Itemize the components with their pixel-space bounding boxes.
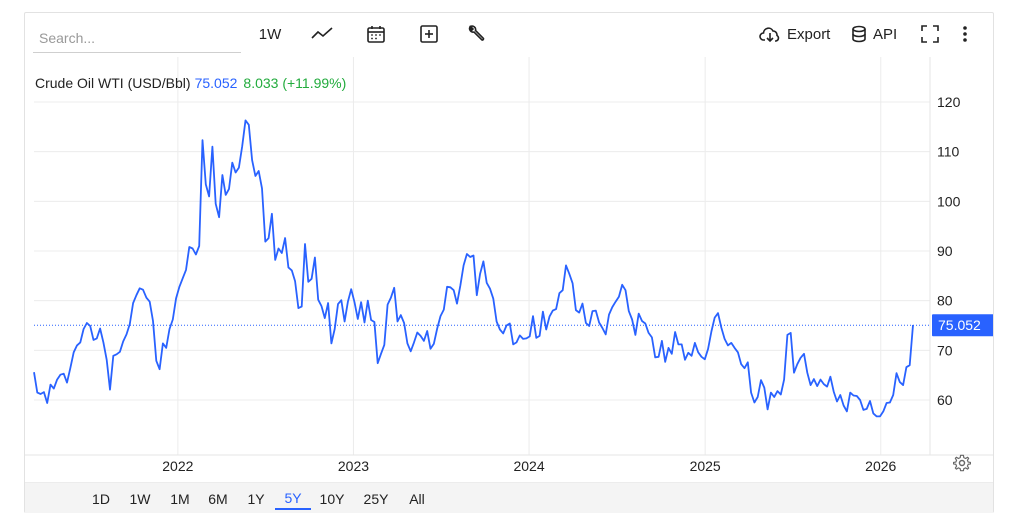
range-button-25y[interactable]: 25Y <box>363 491 389 507</box>
x-tick-label: 2023 <box>338 458 369 474</box>
range-button-1y[interactable]: 1Y <box>247 491 265 507</box>
chart-widget: 1W <box>24 12 994 513</box>
api-label: API <box>873 25 898 43</box>
add-box-icon <box>420 25 438 43</box>
x-axis: 2022 2023 2024 2025 2026 <box>162 458 896 474</box>
line-chart-icon <box>311 27 333 39</box>
chart-type-button[interactable] <box>307 21 337 47</box>
chart-grid <box>25 57 993 456</box>
series-line <box>33 119 914 418</box>
export-button[interactable]: Export <box>759 21 830 47</box>
range-button-all[interactable]: All <box>409 491 425 507</box>
compare-button[interactable] <box>414 21 444 47</box>
y-tick-label: 70 <box>937 342 953 358</box>
last-value-label: 75.052 <box>938 317 981 333</box>
export-label: Export <box>787 25 831 43</box>
range-button-1d[interactable]: 1D <box>92 491 110 507</box>
range-button-6m[interactable]: 6M <box>208 491 228 507</box>
fullscreen-button[interactable] <box>917 21 943 47</box>
chart-legend: Crude Oil WTI (USD/Bbl) 75.052 8.033 (+11.… <box>35 75 346 91</box>
x-tick-label: 2026 <box>865 458 896 474</box>
more-vertical-icon <box>963 26 967 42</box>
settings-tools-button[interactable] <box>461 21 491 47</box>
date-range-button[interactable] <box>361 21 391 47</box>
range-selector: 1D 1W 1M 6M 1Y 5Y 10Y 25Y All <box>25 482 993 513</box>
y-tick-label: 80 <box>937 293 953 309</box>
x-tick-label: 2025 <box>690 458 721 474</box>
wrench-icon <box>468 25 485 41</box>
gear-icon[interactable] <box>953 454 971 472</box>
y-tick-label: 60 <box>937 392 953 408</box>
interval-selector-button[interactable]: 1W <box>258 25 282 43</box>
api-button[interactable]: API <box>851 21 897 47</box>
y-tick-label: 120 <box>937 94 961 110</box>
range-button-10y[interactable]: 10Y <box>319 491 345 507</box>
y-tick-label: 100 <box>937 193 961 209</box>
range-button-1w[interactable]: 1W <box>129 491 151 507</box>
cloud-download-icon <box>759 27 780 43</box>
last-value-tag <box>932 314 993 337</box>
toolbar: 1W <box>25 13 993 57</box>
x-tick-label: 2024 <box>513 458 544 474</box>
search-input[interactable] <box>33 24 241 53</box>
legend-change: 8.033 (+11.99%) <box>243 75 347 91</box>
y-tick-label: 90 <box>937 243 953 259</box>
range-button-5y[interactable]: 5Y <box>275 488 311 510</box>
range-button-1m[interactable]: 1M <box>170 491 190 507</box>
legend-series-name: Crude Oil WTI (USD/Bbl) <box>35 75 191 91</box>
y-tick-label: 110 <box>937 144 960 160</box>
calendar-icon <box>367 26 385 43</box>
legend-last-value: 75.052 <box>194 75 238 91</box>
more-menu-button[interactable] <box>955 21 975 47</box>
database-icon <box>852 25 866 43</box>
price-chart[interactable]: 60 70 80 90 100 110 120 2022 2023 2024 2025 2026 7… <box>25 13 993 482</box>
fullscreen-icon <box>921 25 939 43</box>
y-axis: 60 70 80 90 100 110 120 <box>937 94 961 408</box>
x-tick-label: 2022 <box>162 458 193 474</box>
